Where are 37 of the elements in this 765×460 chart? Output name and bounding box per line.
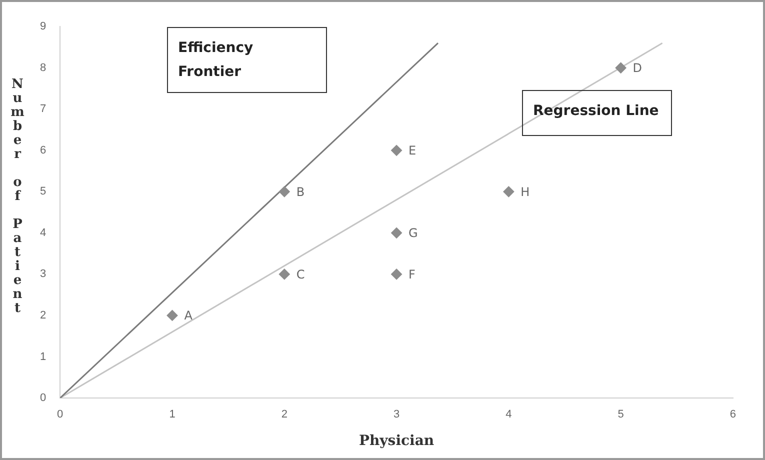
x-tick-label: 6: [730, 408, 736, 421]
x-tick-label: 2: [281, 408, 288, 421]
x-tick-label: 4: [506, 408, 512, 421]
annotation: F: [408, 267, 416, 282]
point: [278, 186, 290, 198]
y-tick-label: 5: [40, 186, 46, 198]
point: [615, 62, 626, 74]
annotation: H: [520, 184, 530, 199]
y-tick-label: 7: [40, 103, 46, 116]
annotation: A: [184, 308, 194, 323]
point: [166, 310, 178, 321]
y-tick-label: 6: [40, 144, 46, 156]
y-tick-label: 9: [40, 20, 46, 33]
text-box: Efficiency Frontier: [167, 27, 327, 93]
x-tick-label: 3: [393, 408, 400, 421]
y-tick-label: 2: [40, 310, 46, 322]
y-tick-label: 8: [40, 62, 46, 74]
x-tick-label: 5: [618, 408, 624, 421]
x-axis-title: Physician: [358, 433, 434, 450]
y-tick-label: 3: [40, 268, 46, 280]
annotation: G: [408, 226, 418, 240]
annotation: D: [632, 60, 642, 75]
annotation: B: [296, 184, 305, 199]
x-tick-label: 1: [169, 408, 176, 421]
y-tick-label: 4: [40, 226, 46, 239]
annotation: E: [408, 144, 416, 158]
point: [391, 227, 402, 238]
y-tick-label: 0: [40, 392, 46, 404]
y-tick-label: 1: [40, 350, 46, 363]
point: [391, 144, 402, 156]
y-axis-title: Number of Patient: [10, 77, 26, 317]
text-box: Regression Line: [522, 90, 672, 136]
point: [278, 268, 290, 280]
x-tick-label: 0: [57, 408, 64, 421]
point: [503, 186, 514, 198]
annotation: C: [296, 267, 305, 282]
point: [391, 268, 402, 280]
